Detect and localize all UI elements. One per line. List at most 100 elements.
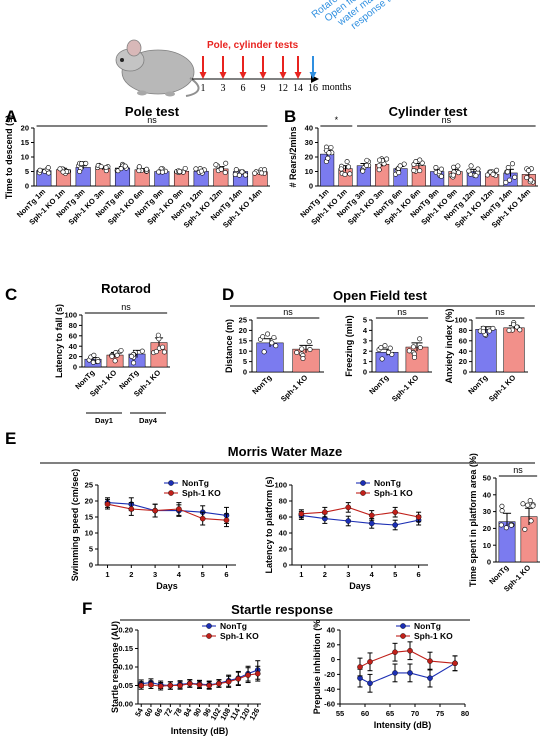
timeline-tick-16: 16 — [308, 83, 318, 94]
mwm_speed-legend-label: Sph-1 KO — [182, 488, 221, 498]
of_freezing-dot — [387, 345, 393, 351]
of_freezing-dot — [382, 343, 388, 349]
panel-letter-e: E — [5, 429, 16, 448]
pole-dot — [144, 166, 150, 172]
mwm_latency-xtick: 5 — [393, 570, 397, 579]
startle-point — [216, 680, 222, 687]
open-field-title: Open Field test — [333, 288, 428, 303]
pole-dot — [118, 166, 124, 172]
of_freezing-ylabel: Freezing (min) — [344, 315, 354, 377]
mwm_latency-point — [392, 522, 398, 528]
mwm_platform-dot — [503, 525, 509, 531]
pole-ytick: 10 — [21, 153, 29, 162]
rotarod-sig-label: ns — [121, 302, 131, 312]
mwm_speed-ytick: 5 — [89, 545, 93, 554]
pole-dot — [259, 170, 265, 176]
startle-point — [235, 676, 242, 682]
cylinder-dot — [417, 168, 423, 174]
cylinder-dot — [503, 179, 509, 185]
pole-sig-label: ns — [147, 115, 157, 125]
timeline-red-label: Pole, cylinder tests — [207, 40, 299, 51]
pole-dot — [77, 168, 83, 174]
of_distance-xtick: Sph-1 KO — [279, 373, 310, 404]
ppi-xlabel: Intensity (dB) — [374, 720, 432, 730]
cylinder-ytick: 20 — [305, 153, 313, 162]
cylinder-dot — [512, 174, 518, 180]
cylinder-dot — [360, 168, 366, 174]
startle-point — [138, 682, 145, 689]
pole-dot — [239, 169, 245, 175]
mwm_speed-xtick: 2 — [129, 570, 133, 579]
mwm_speed-series-line — [107, 503, 227, 521]
ppi-xtick: 60 — [361, 709, 369, 718]
of_anxiety-bar — [503, 327, 525, 373]
timeline-blue-label: Rotarod,Open field, Morriswater maze, St… — [310, 0, 418, 47]
mwm_platform-dot — [508, 522, 514, 528]
cylinder-dot — [450, 172, 456, 178]
cylinder-dot — [346, 164, 352, 170]
rotarod-dot — [91, 352, 97, 358]
cylinder-dot — [338, 166, 344, 172]
of_anxiety-ytick: 0 — [463, 368, 467, 377]
mwm_speed-xtick: 3 — [153, 570, 157, 579]
mwm_latency-legend-marker — [360, 490, 366, 496]
of_distance-ytick: 10 — [239, 347, 247, 356]
ppi-point — [357, 664, 363, 670]
of_anxiety-dot — [490, 325, 496, 331]
rotarod-dot — [153, 349, 159, 355]
mwm_platform-dot — [499, 503, 505, 509]
pole-ytick: 15 — [21, 138, 29, 147]
ppi-ytick: -20 — [324, 670, 335, 679]
mwm_latency-xtick: 3 — [346, 570, 350, 579]
mwm_latency-point — [415, 514, 422, 520]
ppi-ylabel: Prepulse inhibition (% — [312, 620, 322, 715]
timeline-tick-1: 1 — [201, 83, 206, 94]
rotarod-ytick: 100 — [64, 311, 77, 320]
of_freezing-chart: 0 12 345 Freezing (min) NonTg Sph-1 KO ns — [344, 307, 432, 404]
panel-letter-a: A — [5, 107, 17, 126]
startle-point — [167, 682, 174, 689]
timeline-unit: months — [322, 82, 352, 93]
startle-xtick: 78 — [172, 707, 184, 719]
of_distance-ylabel: Distance (m) — [224, 319, 234, 373]
pole-dot — [193, 166, 199, 172]
cylinder-dot — [438, 173, 444, 179]
pole-dot — [232, 171, 238, 177]
startle-point — [186, 680, 193, 687]
of_anxiety-dot — [480, 329, 486, 335]
cylinder-dot — [507, 177, 513, 183]
rotarod-ylabel: Latency to fall (s) — [54, 304, 64, 378]
cylinder-dot — [455, 170, 461, 176]
pole-ytick: 5 — [25, 167, 29, 176]
ppi-xtick: 65 — [386, 709, 394, 718]
startle-xtick: 60 — [143, 707, 155, 719]
mwm_platform-ytick: 30 — [483, 507, 491, 516]
mwm_speed-xlabel: Days — [156, 581, 178, 591]
mwm_speed-ylabel: Swimming speed (cm/sec) — [70, 469, 80, 582]
startle-ytick: 0.00 — [118, 700, 133, 709]
cylinder-ytick: 0 — [309, 182, 313, 191]
of_anxiety-sig-label: ns — [495, 307, 505, 317]
startle-point — [148, 681, 154, 688]
ppi-ytick: -40 — [324, 685, 335, 694]
rotarod-dot — [161, 349, 167, 355]
mwm_platform-ytick: 40 — [483, 490, 491, 499]
mwm_latency-xtick: 1 — [299, 570, 303, 579]
rotarod-dot — [160, 344, 166, 350]
cylinder-ytick: 40 — [305, 124, 313, 133]
timeline-arrowhead-16 — [309, 72, 317, 79]
ppi-point — [407, 647, 413, 654]
of_freezing-ytick: 0 — [363, 368, 367, 377]
pole-dot — [242, 172, 248, 178]
ppi-series-line — [359, 650, 456, 668]
mwm_speed-point — [199, 515, 206, 522]
startle-point — [245, 672, 251, 678]
startle-xtick: 90 — [191, 707, 203, 719]
of_freezing-dot — [411, 354, 417, 360]
rotarod-ytick: 20 — [69, 352, 77, 361]
of_freezing-dot — [378, 345, 384, 351]
mwm_platform-dot — [525, 502, 531, 508]
timeline-arrowhead-1 — [199, 72, 207, 79]
